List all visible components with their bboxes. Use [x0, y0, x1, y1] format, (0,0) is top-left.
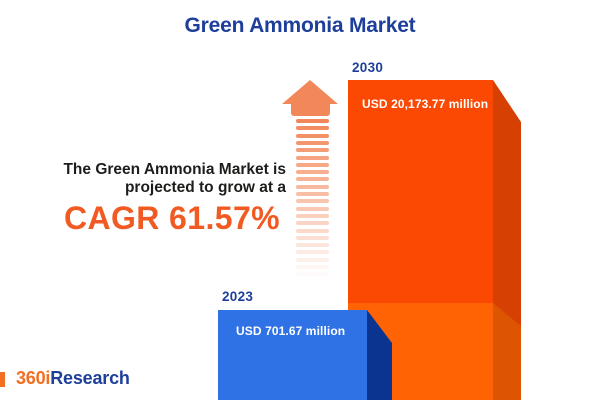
arrow-stripe: [296, 257, 329, 262]
arrow-stripe: [296, 140, 329, 145]
bar-2023-year-label: 2023: [222, 289, 254, 304]
arrow-stripe: [296, 250, 329, 255]
arrow-stripe: [296, 170, 329, 175]
arrow-stripe: [296, 199, 329, 204]
arrow-stripe: [296, 192, 329, 196]
bar-2030-value-label: USD 20,173.77 million: [362, 97, 489, 111]
logo-mark-icon: [0, 372, 5, 387]
cagr-value: CAGR 61.57%: [63, 200, 280, 236]
bar-2030-year-label: 2030: [352, 60, 384, 75]
arrow-stripe: [296, 148, 329, 153]
arrow-stripe: [296, 126, 329, 131]
arrow-stripe: [296, 162, 329, 167]
arrow-stripe: [296, 243, 329, 248]
growth-arrow-icon: [282, 80, 338, 104]
statement-line-2: projected to grow at a: [124, 178, 286, 196]
statement-line-1: The Green Ammonia Market is: [63, 161, 286, 178]
arrow-stripe: [296, 184, 329, 189]
arrow-stripe: [296, 221, 329, 226]
arrow-stripe: [296, 235, 329, 240]
logo-suffix: Research: [50, 368, 130, 388]
statement-text: The Green Ammonia Market is projected to…: [0, 161, 286, 196]
arrow-stripe: [296, 228, 329, 233]
arrow-stripe: [296, 133, 329, 138]
bar-2023-value-label: USD 701.67 million: [236, 324, 346, 338]
bar-2023: [218, 310, 367, 400]
arrow-stripe: [296, 177, 329, 182]
arrow-stripe: [296, 155, 329, 160]
logo-prefix: 360i: [16, 368, 51, 388]
logo-text: 360iResearch: [16, 368, 130, 389]
arrow-stripes: [296, 119, 329, 284]
growth-arrow-neck: [291, 102, 330, 116]
arrow-stripe: [296, 213, 329, 218]
arrow-stripe: [296, 265, 329, 269]
chart-title: Green Ammonia Market: [184, 14, 416, 37]
arrow-stripe: [296, 206, 329, 211]
arrow-stripe: [296, 119, 329, 123]
arrow-stripe: [296, 272, 329, 277]
